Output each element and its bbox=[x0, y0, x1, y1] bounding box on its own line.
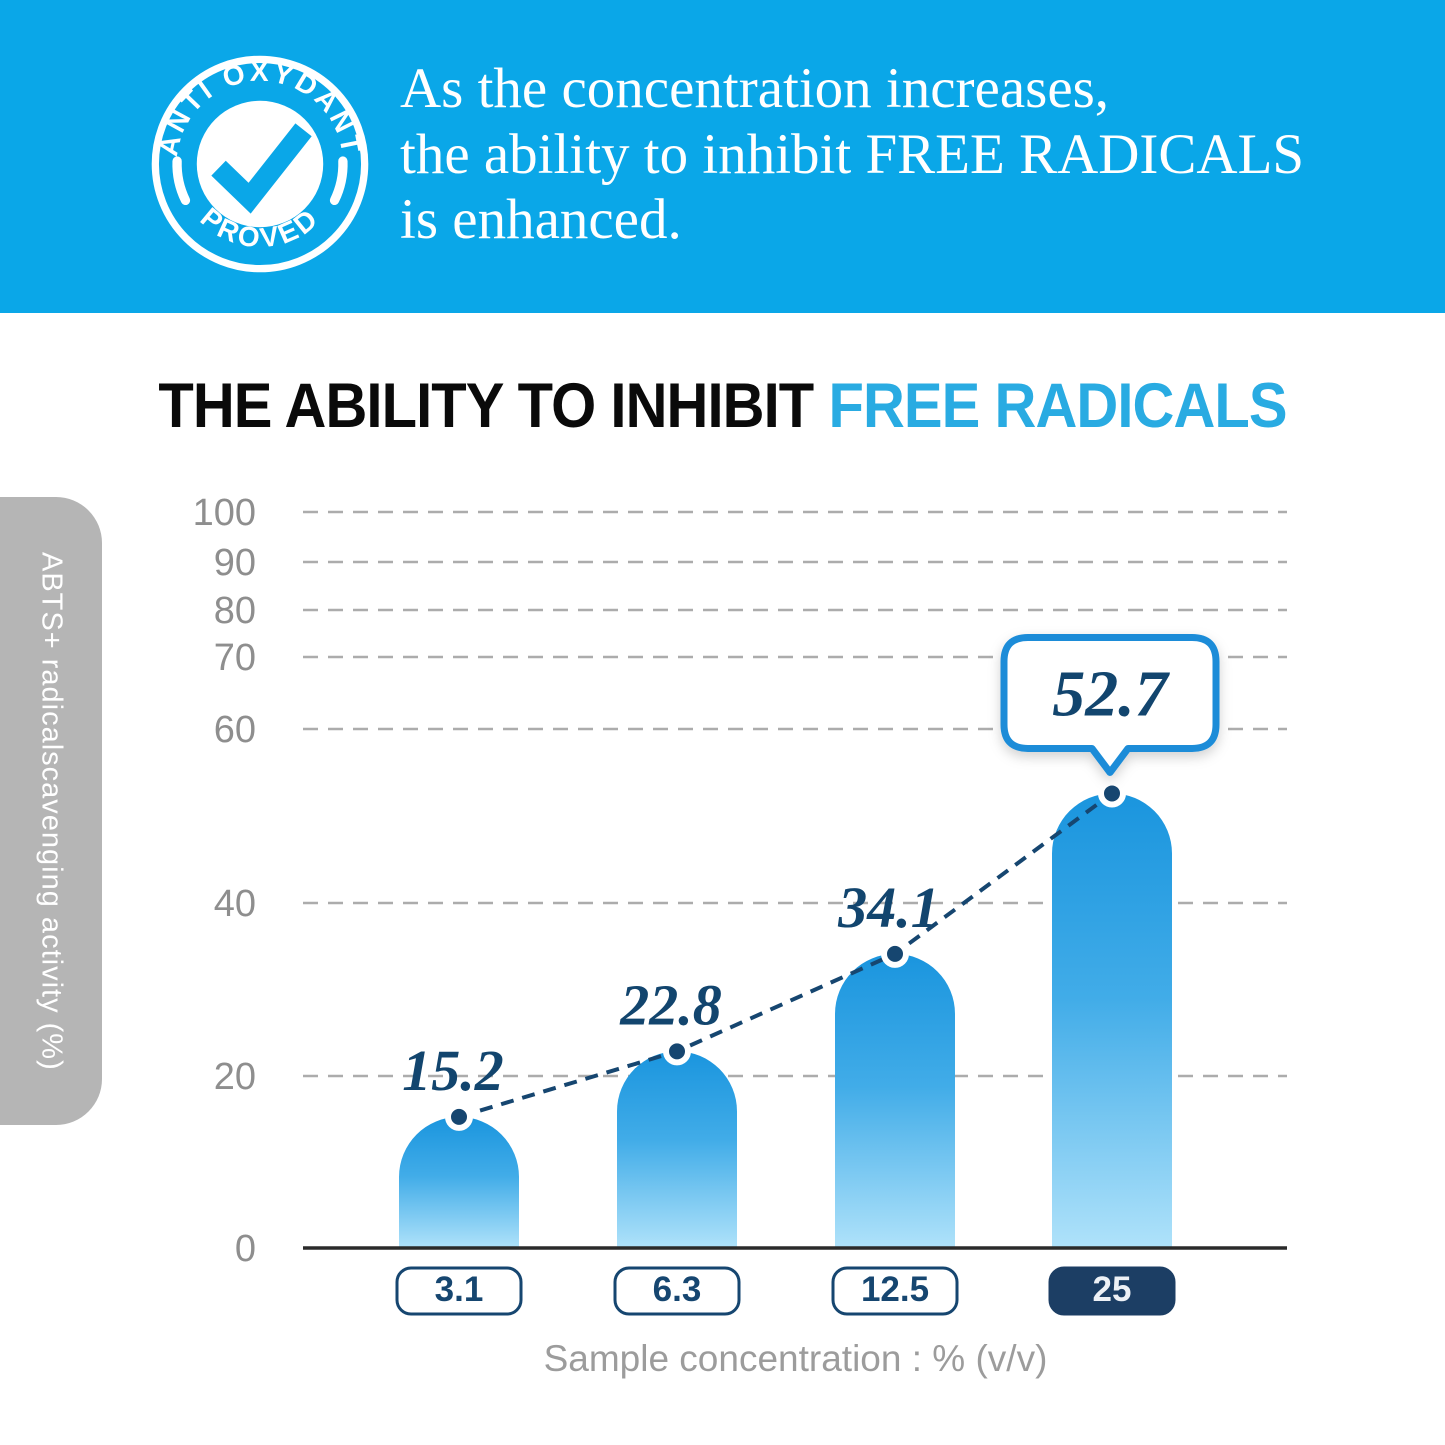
y-axis-label-panel: ABTS+ radicalscavenging activity (%) bbox=[0, 497, 102, 1125]
x-tick-pill-label: 3.1 bbox=[435, 1270, 484, 1309]
y-tick-label: 20 bbox=[214, 1056, 256, 1098]
bar bbox=[399, 1116, 520, 1248]
antioxidant-badge: ANTI OXYDANT PROVED bbox=[151, 55, 369, 273]
checkmark-icon bbox=[211, 123, 312, 214]
data-point-dot bbox=[881, 939, 909, 968]
page-title: THE ABILITY TO INHIBIT FREE RADICALS bbox=[58, 370, 1387, 442]
y-tick-label: 0 bbox=[235, 1228, 256, 1270]
badge-right-arc bbox=[329, 156, 348, 206]
y-tick-label: 100 bbox=[193, 492, 256, 534]
title-black-part: THE ABILITY TO INHIBIT bbox=[158, 371, 829, 441]
banner-text: As the concentration increases, the abil… bbox=[400, 56, 1304, 253]
callout-bubble bbox=[1000, 633, 1220, 776]
badge-left-arc bbox=[172, 156, 191, 206]
x-tick-pill bbox=[395, 1266, 523, 1316]
trend-line bbox=[458, 791, 1114, 1119]
y-tick-label: 70 bbox=[214, 637, 256, 679]
y-tick-label: 40 bbox=[214, 883, 256, 925]
banner-line-3: is enhanced. bbox=[400, 188, 682, 252]
badge-outer-ring bbox=[151, 55, 369, 273]
callout-value-label: 52.7 bbox=[1052, 657, 1171, 730]
x-tick-pill-label: 6.3 bbox=[653, 1270, 702, 1309]
bar bbox=[835, 953, 955, 1248]
x-tick-pill-label: 25 bbox=[1093, 1270, 1132, 1309]
y-tick-label: 80 bbox=[214, 590, 256, 632]
y-tick-label: 90 bbox=[214, 542, 256, 584]
data-point-dot bbox=[663, 1037, 691, 1066]
x-tick-pill bbox=[613, 1266, 741, 1316]
bar bbox=[1052, 793, 1172, 1248]
data-point-dot bbox=[1098, 779, 1126, 808]
title-blue-part: FREE RADICALS bbox=[828, 371, 1287, 441]
y-tick-label: 60 bbox=[214, 709, 256, 751]
x-tick-pill bbox=[1048, 1266, 1176, 1316]
x-tick-pill bbox=[831, 1266, 959, 1316]
header-banner: ANTI OXYDANT PROVED As the concentration… bbox=[0, 0, 1445, 313]
banner-line-2: the ability to inhibit FREE RADICALS bbox=[400, 122, 1305, 186]
value-label: 15.2 bbox=[402, 1038, 504, 1103]
x-axis-label: Sample concentration : % (v/v) bbox=[543, 1338, 1048, 1379]
banner-line-1: As the concentration increases, bbox=[400, 57, 1110, 120]
y-axis-label: ABTS+ radicalscavenging activity (%) bbox=[35, 551, 68, 1071]
data-point-dot bbox=[445, 1102, 473, 1131]
value-label: 34.1 bbox=[837, 875, 940, 940]
bar bbox=[617, 1051, 737, 1248]
x-tick-pill-label: 12.5 bbox=[861, 1270, 929, 1309]
value-label: 22.8 bbox=[619, 972, 722, 1037]
